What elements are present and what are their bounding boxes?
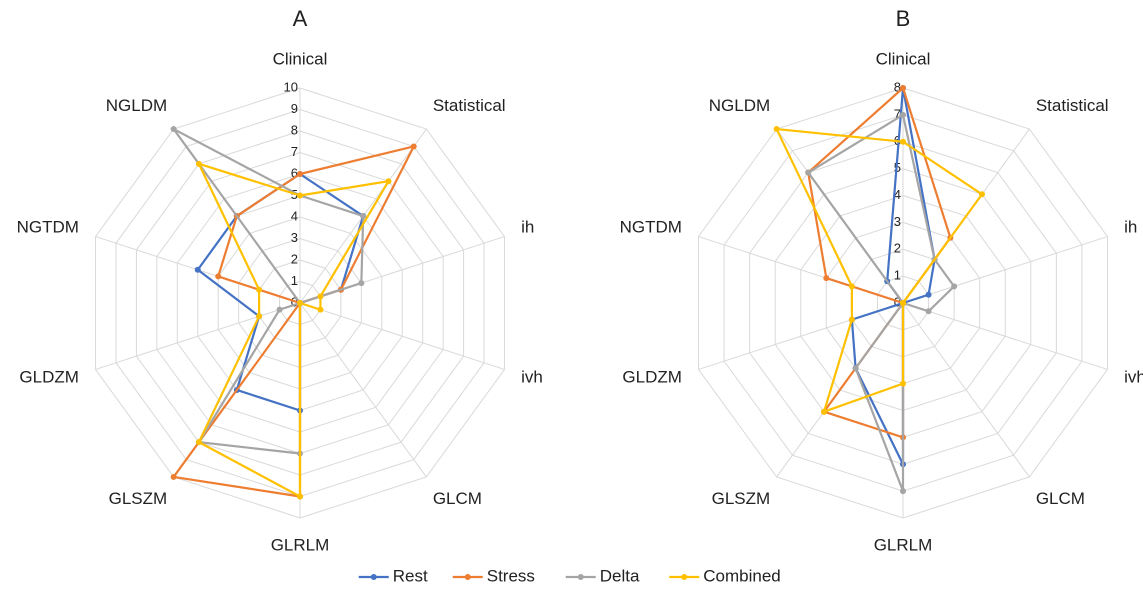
data-point (195, 160, 202, 167)
data-point (256, 313, 263, 320)
data-point (852, 365, 859, 372)
category-label: GLCM (1036, 489, 1085, 508)
data-point (170, 473, 177, 480)
data-point (297, 192, 303, 199)
data-point (951, 283, 958, 290)
data-point (848, 283, 855, 290)
spoke (902, 302, 1108, 370)
legend-label: Combined (703, 566, 781, 585)
data-point (410, 143, 417, 150)
series (195, 160, 392, 500)
category-label: NGTDM (620, 217, 682, 236)
data-point (900, 488, 906, 495)
data-point (195, 439, 202, 446)
data-point (805, 169, 812, 176)
data-point (900, 111, 906, 118)
category-label: Clinical (876, 49, 931, 68)
r-tick-label: 8 (894, 79, 901, 94)
category-label: GLDZM (622, 368, 682, 387)
legend-marker (681, 574, 688, 580)
data-point (900, 138, 906, 145)
data-point (297, 300, 303, 306)
data-point (194, 266, 201, 273)
category-label: GLRLM (874, 535, 933, 554)
r-tick-label: 7 (894, 106, 901, 121)
legend-marker (370, 574, 377, 580)
series (170, 126, 367, 457)
r-tick-label: 1 (894, 268, 901, 283)
r-tick-label: 1 (291, 273, 298, 288)
data-point (900, 300, 906, 306)
data-point (360, 213, 367, 220)
category-label: NGLDM (709, 96, 770, 115)
category-label: NGLDM (106, 96, 167, 115)
category-label: GLRLM (271, 535, 330, 554)
series-line (172, 127, 365, 455)
legend-marker (464, 574, 471, 580)
data-point (170, 126, 177, 133)
spoke (902, 236, 1108, 304)
data-point (823, 275, 830, 282)
legend-label: Stress (487, 566, 535, 585)
category-label: ivh (521, 368, 543, 387)
data-point (317, 306, 324, 313)
data-point (978, 191, 985, 198)
category-label: Statistical (433, 96, 506, 115)
chart-title: B (896, 6, 911, 31)
chart-title: A (293, 6, 308, 31)
category-label: GLSZM (109, 489, 168, 508)
spoke (902, 302, 1030, 478)
series (805, 111, 958, 495)
category-label: NGTDM (17, 217, 79, 236)
category-label: GLSZM (712, 489, 771, 508)
series-line (196, 172, 365, 412)
r-tick-label: 3 (894, 214, 901, 229)
spoke (95, 302, 301, 370)
data-point (297, 493, 303, 500)
r-tick-label: 2 (894, 241, 901, 256)
category-label: ih (521, 217, 534, 236)
r-tick-label: 6 (291, 165, 298, 180)
r-tick-label: 8 (291, 122, 298, 137)
data-point (821, 408, 828, 415)
data-point (925, 308, 932, 315)
category-label: Statistical (1036, 96, 1109, 115)
data-point (317, 293, 324, 300)
r-tick-label: 3 (291, 230, 298, 245)
category-label: GLCM (433, 489, 482, 508)
category-label: Clinical (273, 49, 328, 68)
spoke (299, 302, 505, 370)
category-label: GLDZM (19, 368, 79, 387)
series-line (807, 113, 956, 493)
series (773, 126, 985, 415)
legend-marker (577, 574, 584, 580)
data-point (385, 178, 392, 185)
r-tick-label: 4 (894, 187, 901, 202)
data-point (900, 380, 906, 387)
r-tick-label: 9 (291, 101, 298, 116)
category-label: ih (1124, 217, 1137, 236)
data-point (358, 280, 365, 287)
data-point (276, 306, 283, 313)
data-point (900, 85, 906, 91)
data-point (773, 126, 780, 133)
series-line (172, 145, 415, 498)
spoke (299, 302, 427, 478)
data-point (848, 316, 855, 323)
data-point (297, 171, 303, 177)
r-tick-label: 10 (284, 79, 298, 94)
legend-label: Rest (393, 566, 428, 585)
r-tick-label: 7 (291, 144, 298, 159)
data-point (925, 291, 932, 298)
data-point (215, 273, 222, 280)
r-tick-label: 2 (291, 251, 298, 266)
category-label: ivh (1124, 368, 1143, 387)
legend-label: Delta (600, 566, 640, 585)
data-point (256, 286, 263, 293)
r-tick-label: 4 (291, 208, 298, 223)
